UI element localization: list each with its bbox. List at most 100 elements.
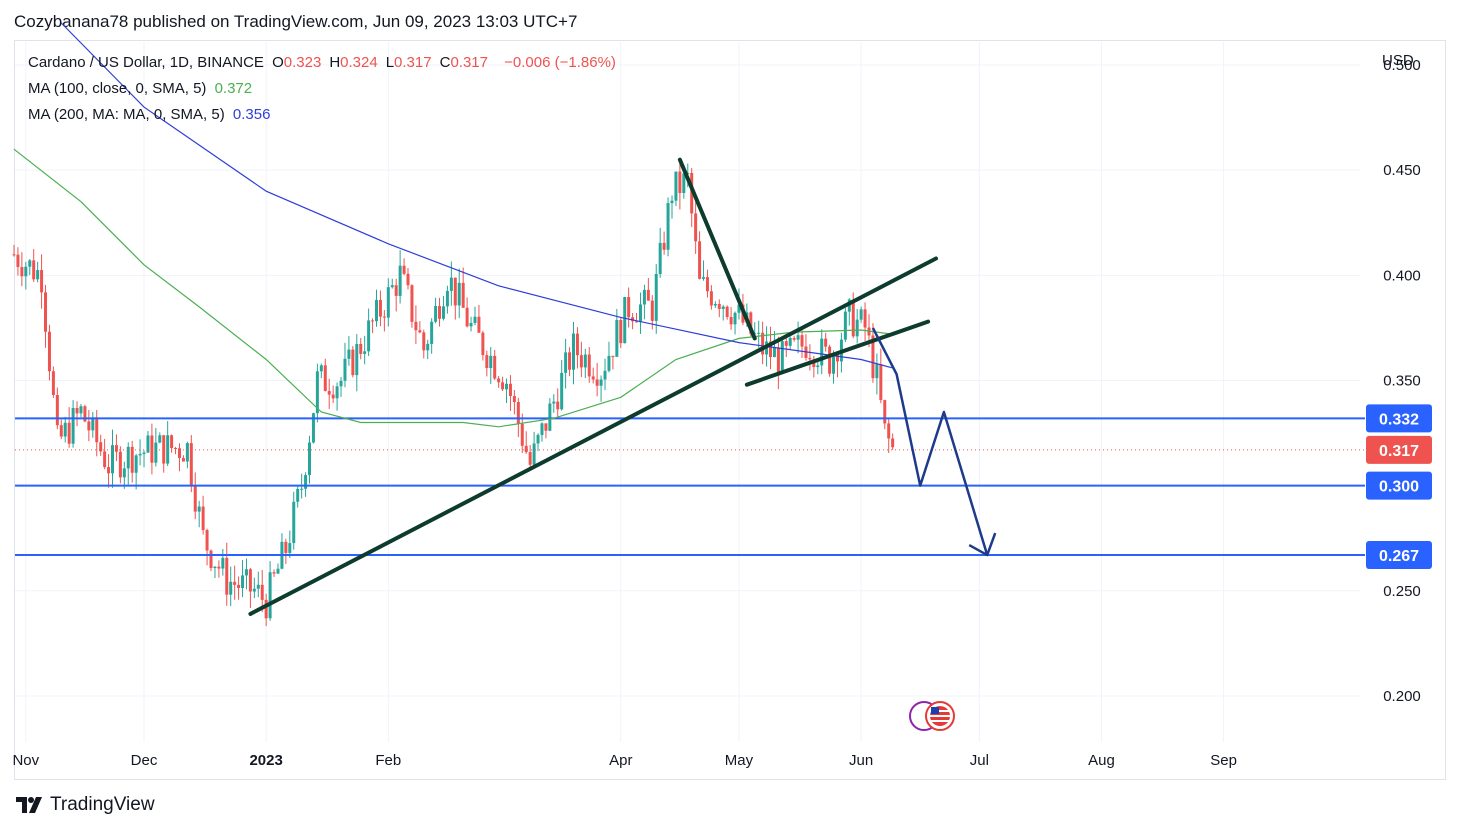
candle-body: [564, 352, 568, 373]
candle-body: [438, 306, 442, 319]
price-change: −0.006 (−1.86%): [504, 54, 616, 71]
candle-body: [761, 332, 765, 355]
candle-body: [638, 304, 642, 323]
ma200-line: [60, 22, 893, 369]
candle-body: [449, 277, 453, 291]
candle-body: [457, 282, 461, 306]
candle-body: [776, 347, 780, 373]
candle-body: [654, 273, 658, 321]
candle-body: [83, 406, 87, 422]
trendlines: [248, 157, 997, 616]
candle-body: [122, 468, 126, 478]
candle-body: [67, 422, 71, 444]
candle-body: [465, 307, 469, 327]
candle-body: [91, 417, 95, 431]
candle-body: [863, 309, 867, 328]
x-tick-label: May: [725, 752, 754, 769]
candle-body: [532, 443, 536, 465]
candle-body: [308, 442, 312, 476]
ohlc-value-o: 0.323: [283, 54, 322, 71]
ohlc-value-l: 0.317: [394, 54, 432, 71]
candle-body: [579, 355, 583, 368]
candle-body: [887, 423, 891, 439]
ohlc-value-c: 0.317: [450, 54, 488, 71]
candle-body: [583, 354, 587, 368]
candle-body: [623, 297, 627, 344]
candle-body: [174, 448, 178, 450]
candle-body: [694, 213, 698, 242]
currency-label: USD: [1382, 52, 1414, 69]
time-axis: Nov Dec 2023 Feb Apr May Jun Jul Aug Sep: [12, 752, 1236, 769]
candle-body: [201, 506, 205, 530]
candle-body: [47, 331, 51, 372]
candle-body: [497, 378, 501, 383]
moving-averages: [13, 22, 893, 428]
symbol-name: Cardano / US Dollar, 1D, BINANCE: [28, 54, 264, 71]
candle-body: [824, 338, 828, 347]
publisher-line: Cozybanana78 published on TradingView.co…: [14, 12, 578, 31]
candle-body: [690, 172, 694, 214]
candle-body: [674, 171, 678, 201]
candle-body: [79, 406, 83, 414]
candle-body: [406, 273, 410, 286]
candle-body: [445, 290, 449, 307]
candle-body: [386, 287, 390, 318]
candle-body: [682, 173, 686, 193]
candle-body: [568, 352, 572, 370]
candle-body: [796, 335, 800, 340]
candle-body: [225, 557, 229, 595]
candle-body: [832, 354, 836, 374]
candle-body: [221, 557, 225, 569]
candle-body: [256, 584, 260, 589]
candle-body: [772, 347, 776, 358]
candle-body: [434, 306, 438, 322]
candle-body: [587, 354, 591, 377]
y-tick-label: 0.500: [1383, 57, 1421, 74]
candle-body: [678, 171, 682, 193]
candle-body: [571, 333, 575, 370]
level-tag-label: 0.300: [1379, 479, 1419, 496]
candle-body: [469, 322, 473, 327]
candle-body: [611, 355, 615, 357]
brand-name: TradingView: [50, 794, 155, 815]
y-tick-label: 0.400: [1383, 267, 1421, 284]
candle-body: [595, 379, 599, 386]
candle-body: [217, 566, 221, 569]
candle-body: [544, 423, 548, 431]
candle-body: [658, 242, 662, 274]
candle-body: [16, 254, 20, 267]
trendline-wedge-left: [677, 157, 757, 341]
candle-body: [635, 321, 639, 323]
level-tag-label: 0.332: [1379, 411, 1419, 428]
brand[interactable]: TradingView: [16, 794, 155, 816]
price-axis: 0.500 0.450 0.400 0.350 0.250 0.200 0.332 0.300…: [1366, 57, 1432, 705]
candle-body: [63, 422, 67, 437]
x-tick-label: Feb: [375, 752, 401, 769]
candle-body: [382, 316, 386, 318]
candle-body: [40, 270, 44, 293]
level-tag: [1366, 541, 1432, 570]
candle-body: [288, 543, 292, 553]
candle-body: [516, 402, 520, 424]
y-tick-label: 0.250: [1383, 583, 1421, 600]
candle-body: [20, 266, 24, 277]
candle-body: [851, 299, 855, 337]
candle-body: [272, 572, 276, 574]
candle-body: [788, 337, 792, 346]
legend-ma100-row: MA (100, close, 0, SMA, 5) 0.372: [28, 80, 256, 97]
candle-body: [359, 343, 363, 354]
candle-body: [193, 485, 197, 512]
candle-body: [426, 343, 430, 351]
us-flag-icon: [909, 701, 955, 731]
candle-body: [264, 599, 268, 619]
candle-body: [820, 338, 824, 366]
candle-body: [512, 396, 516, 403]
last-price-label: 0.317: [1379, 443, 1419, 460]
ma200-label: MA (200, MA: MA, 0, SMA, 5): [28, 106, 225, 123]
candle-body: [12, 254, 16, 256]
ma100-value: 0.372: [214, 80, 253, 97]
candle-body: [315, 371, 319, 414]
candle-body: [650, 300, 654, 321]
candle-body: [103, 451, 107, 468]
